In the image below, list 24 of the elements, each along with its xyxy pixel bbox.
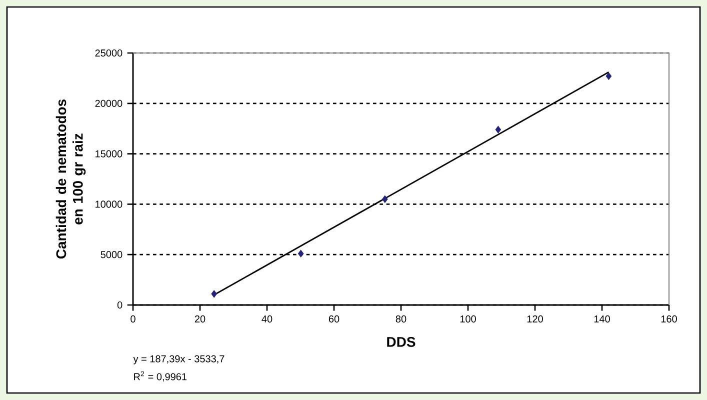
x-tick-label: 60	[328, 315, 340, 322]
point	[298, 250, 304, 258]
x-axis-title: DDS	[387, 336, 416, 347]
y-tick-label: 10000	[96, 200, 122, 208]
point	[606, 72, 612, 80]
text: y = 187,39x - 3533,7	[133, 355, 224, 364]
y-tick-label: 5000	[100, 251, 122, 258]
y-tick-label: 0	[117, 301, 122, 309]
text: R$^{2}$ = 0,9961	[134, 371, 187, 382]
y-tick-label: 15000	[96, 150, 122, 158]
x-tick-label: 40	[262, 315, 272, 322]
x-tick-label: 100	[460, 315, 476, 322]
x-tick-label: 20	[194, 315, 206, 322]
y-tick-label: 20000	[95, 100, 122, 107]
x-tick-label: 80	[396, 315, 406, 322]
point	[211, 290, 217, 298]
point	[382, 195, 388, 203]
y-tick-label: 25000	[95, 49, 122, 57]
y-axis-title: Cantidad de nematodos en 100 gr raiz	[56, 99, 86, 259]
x-tick-label: 120	[527, 315, 543, 322]
point	[495, 126, 502, 134]
x-tick-label: 160	[661, 315, 677, 322]
x-tick-label: 140	[594, 315, 610, 322]
x-tick-label: 0	[130, 315, 136, 322]
